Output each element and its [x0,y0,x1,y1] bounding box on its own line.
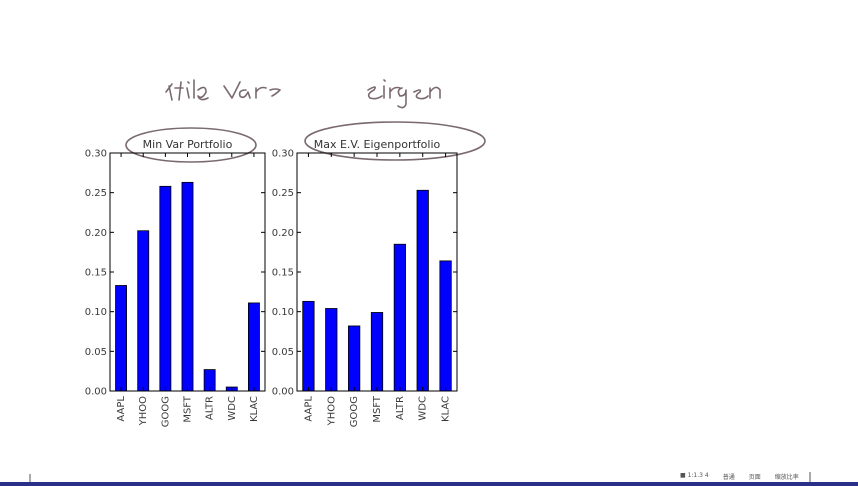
status-bar: ■ 1:1.3 4 普通 页面 缩放比率 [680,472,799,482]
x-tick-label: WDC [418,396,429,421]
bar-msft [181,181,194,392]
x-tick-label: GOOG [160,396,171,427]
plot-frame [296,152,458,392]
handwritten-note-left: stile var [165,79,281,101]
y-tick-label: 0.15 [85,268,107,279]
x-tick-label: ALTR [205,396,216,420]
x-tick-label: MSFT [183,395,194,423]
chart-2: Max E.V. Eigenportfolio AAPL YHOO GOOG MSFT A… [272,138,458,427]
bar-aapl [115,285,128,392]
y-tick-label: 0.05 [272,347,294,358]
bar-msft [370,312,384,392]
bar-altr [393,243,406,392]
y-tick-label: 0.30 [272,149,294,160]
y-tick-label: 0.10 [85,307,107,318]
y-tick-label: 0.00 [85,387,107,398]
y-tick-label: 0.25 [272,188,294,199]
chart-title: Max E.V. Eigenportfolio [314,138,441,151]
bar-yhoo [325,308,338,392]
y-tick-label: 0.15 [272,268,294,279]
title-circle-left [125,127,257,163]
x-tick-label: AAPL [116,396,127,422]
bar-klac [247,302,260,392]
x-tick-label: GOOG [349,396,360,427]
bottom-bar [0,482,858,486]
x-tick-label: MSFT [372,395,383,423]
bar-goog [348,325,361,392]
chart-title: Min Var Portfolio [143,138,233,151]
x-tick-label: WDC [227,396,238,421]
x-tick-label: ALTR [395,396,406,420]
bar-klac [439,260,452,392]
y-tick-label: 0.10 [272,307,294,318]
x-tick-label: AAPL [303,396,314,422]
y-tick-label: 0.20 [272,228,294,239]
handwritten-note-right: eirgen [367,79,441,109]
y-tick-label: 0.05 [85,347,107,358]
x-tick-label: YHOO [326,396,337,426]
status-item-zoom[interactable]: ■ 1:1.3 4 [680,472,709,479]
y-tick-label: 0.00 [272,387,294,398]
x-tick-label: YHOO [138,396,149,426]
y-tick-label: 0.30 [85,149,107,160]
status-item-normal-view[interactable]: 普通 [722,474,735,481]
plot-frame [109,152,266,392]
bar-goog [159,185,172,392]
y-tick-label: 0.20 [85,228,107,239]
bar-aapl [302,300,315,392]
x-tick-label: KLAC [249,396,260,422]
bar-yhoo [137,230,150,392]
chart-1: Min Var Portfolio AAPL YHOO GOOG MSFT ALTR WDC… [85,138,266,427]
bar-wdc [416,189,429,392]
y-tick-label: 0.25 [85,188,107,199]
x-tick-label: KLAC [441,396,452,422]
title-circle-right [304,121,486,161]
status-item-page-view[interactable]: 页面 [748,474,761,481]
status-item-zoom-ratio[interactable]: 缩放比率 [774,474,799,481]
